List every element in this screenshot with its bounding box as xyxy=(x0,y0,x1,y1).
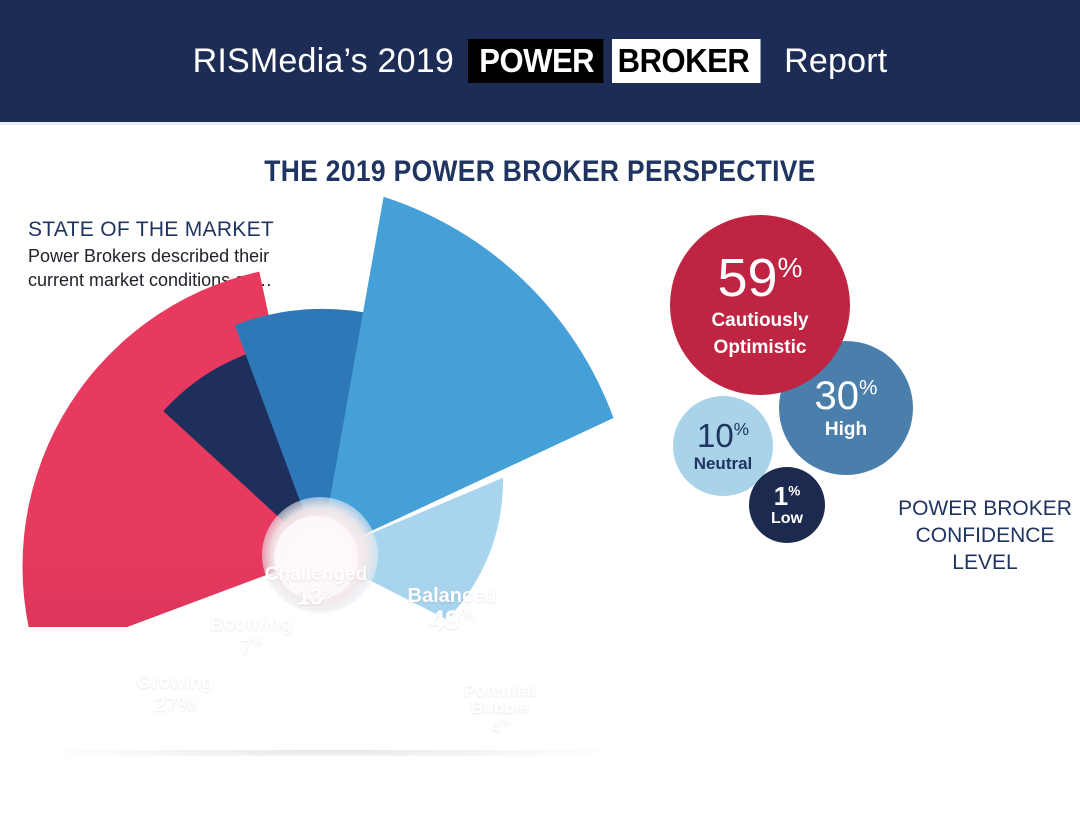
header-divider xyxy=(0,122,1080,125)
confidence-level-bubbles: 10% Neutral 30% High 59% Cautiously Opti… xyxy=(645,200,1080,600)
confidence-caption-line1: POWER BROKER xyxy=(898,497,1072,520)
page-header: RISMedia’s 2019 POWER BROKER Report xyxy=(0,0,1080,122)
logo-power-word: POWER xyxy=(467,39,604,83)
logo-broker-word: BROKER xyxy=(612,39,761,83)
rose-chart-hub-core xyxy=(274,516,358,600)
bubble-neutral: 10% Neutral xyxy=(673,396,773,496)
slice-balanced xyxy=(320,196,614,555)
bubble-cautiously-optimistic-value: 59% xyxy=(717,248,803,309)
bubble-cautiously-optimistic-label1: Cautiously xyxy=(711,310,809,332)
confidence-level-caption: POWER BROKER CONFIDENCE LEVEL xyxy=(885,495,1080,576)
state-of-market-heading: STATE OF THE MARKET xyxy=(28,218,275,241)
header-prefix: RISMedia’s 2019 xyxy=(192,41,454,80)
confidence-caption-line2: CONFIDENCE LEVEL xyxy=(915,524,1055,574)
rose-chart-bottom-mask xyxy=(0,756,660,817)
slice-label-growing-name: Growing xyxy=(136,672,214,693)
slice-label-booming-value: 7% xyxy=(239,634,263,659)
slice-label-potential-bubble-value: 4% xyxy=(490,716,510,736)
state-of-market-line2: current market conditions as… xyxy=(28,270,273,290)
bubble-cautiously-optimistic: 59% Cautiously Optimistic xyxy=(670,215,850,395)
slice-potential-bubble xyxy=(320,477,504,620)
page-title: THE 2019 POWER BROKER PERSPECTIVE xyxy=(264,155,816,188)
rose-chart-svg xyxy=(22,196,614,627)
bubble-low-value: 1% xyxy=(773,480,801,511)
bubble-neutral-value: 10% xyxy=(697,416,749,454)
slice-label-potential-bubble-name1: Potential xyxy=(464,681,536,700)
bubble-low: 1% Low xyxy=(749,467,825,543)
bubble-low-label: Low xyxy=(771,509,803,527)
header-content: RISMedia’s 2019 POWER BROKER Report xyxy=(0,0,1080,122)
power-broker-logo: POWER BROKER xyxy=(467,39,770,83)
state-of-market-line1: Power Brokers described their xyxy=(28,246,270,266)
slice-label-growing: Growing 27% xyxy=(110,673,240,716)
bubble-cautiously-optimistic-label2: Optimistic xyxy=(713,337,807,358)
state-of-market-block: STATE OF THE MARKET Power Brokers descri… xyxy=(28,218,358,292)
slice-label-growing-value: 27% xyxy=(153,693,197,717)
bubble-high-value: 30% xyxy=(814,373,878,418)
bubble-high-label: High xyxy=(824,418,868,440)
slice-label-potential-bubble: Potential Bubble 4% xyxy=(440,682,560,735)
slice-label-potential-bubble-name2: Bubble xyxy=(471,698,529,718)
header-suffix: Report xyxy=(784,41,888,80)
state-of-market-rose-chart: Growing 27% Booming 7% Challenged 13% Ba… xyxy=(0,190,660,817)
bubble-neutral-label: Neutral xyxy=(693,453,753,473)
slice-shade-growing xyxy=(22,271,320,627)
